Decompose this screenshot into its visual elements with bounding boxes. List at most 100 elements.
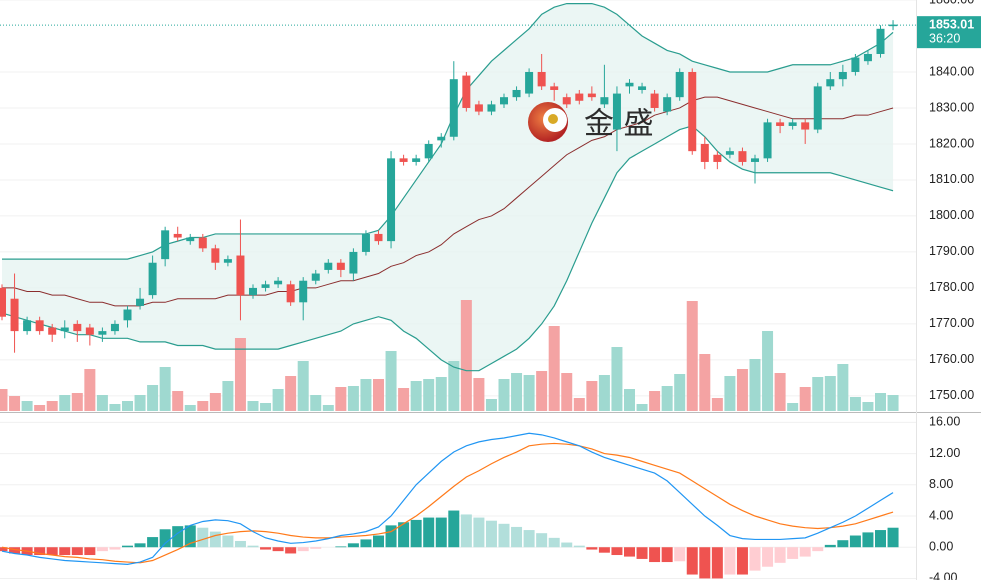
candle-body xyxy=(35,320,44,332)
volume-bar xyxy=(749,359,761,411)
histogram-bar xyxy=(423,517,435,548)
candle-body xyxy=(236,255,245,296)
macd-pane xyxy=(0,432,899,579)
bollinger-fill xyxy=(2,3,894,371)
candle-body xyxy=(575,93,584,101)
histogram-bar xyxy=(736,547,748,575)
candle-body xyxy=(173,233,182,238)
histogram-bar xyxy=(460,514,472,548)
volume-bar xyxy=(373,379,384,411)
candle-body xyxy=(374,233,383,242)
candle-body xyxy=(110,323,119,332)
candle-body xyxy=(612,93,621,130)
histogram-bar xyxy=(0,547,8,552)
y-tick-label: 4.00 xyxy=(929,508,953,522)
histogram-bar xyxy=(84,547,96,556)
volume-bar xyxy=(297,361,309,411)
candle-body xyxy=(587,93,596,98)
histogram-bar xyxy=(448,510,460,548)
candle-body xyxy=(274,280,283,285)
volume-bar xyxy=(473,378,485,411)
volume-bar xyxy=(322,405,334,411)
candle-body xyxy=(776,122,785,126)
candle-body xyxy=(600,97,609,105)
logo-dot xyxy=(548,114,558,124)
volume-bar xyxy=(787,403,799,411)
histogram-bar xyxy=(473,517,485,548)
volume-bar xyxy=(134,395,146,411)
histogram-bar xyxy=(209,531,221,548)
candle-body xyxy=(349,251,358,274)
histogram-bar xyxy=(498,523,510,548)
volume-bar xyxy=(862,402,874,411)
histogram-bar xyxy=(661,547,673,563)
watermark-text: 金 盛 xyxy=(584,107,654,142)
volume-bar xyxy=(649,391,661,411)
histogram-bar xyxy=(109,547,121,550)
histogram-bar xyxy=(9,547,21,554)
volume-bar xyxy=(498,379,510,411)
volume-bar xyxy=(824,376,836,411)
histogram-bar xyxy=(762,547,774,567)
candle-body xyxy=(311,273,320,281)
candle-body xyxy=(801,122,810,130)
candle-body xyxy=(399,158,408,162)
volume-bar xyxy=(209,393,221,411)
volume-bar xyxy=(736,369,748,411)
histogram-bar xyxy=(197,527,209,548)
volume-bar xyxy=(71,393,83,411)
histogram-bar xyxy=(34,547,46,556)
histogram-bar xyxy=(335,546,347,548)
volume-bar xyxy=(347,386,359,411)
histogram-bar xyxy=(234,540,246,548)
candle-body xyxy=(751,158,759,162)
volume-bar xyxy=(536,371,548,411)
histogram-bar xyxy=(96,547,108,552)
histogram-bar xyxy=(548,537,560,548)
candle-body xyxy=(48,327,57,335)
volume-bar xyxy=(34,405,46,411)
histogram-bar xyxy=(862,532,874,548)
histogram-bar xyxy=(573,545,585,548)
candle-body xyxy=(638,86,647,90)
y-tick-label: 1790.00 xyxy=(929,244,974,258)
candle-body xyxy=(148,262,157,296)
volume-bar xyxy=(586,381,598,411)
volume-bar xyxy=(887,395,899,411)
histogram-bar xyxy=(636,547,648,559)
volume-bar xyxy=(611,347,623,411)
histogram-bar xyxy=(385,525,397,548)
histogram-bar xyxy=(172,526,184,548)
candle-body xyxy=(198,237,207,249)
candle-body xyxy=(387,158,396,242)
histogram-bar xyxy=(184,525,196,548)
candle-body xyxy=(336,262,345,270)
candle-body xyxy=(437,136,446,141)
candle-body xyxy=(462,75,471,108)
y-tick-label: 0.00 xyxy=(929,540,953,554)
candle-body xyxy=(650,93,659,108)
volume-bar xyxy=(435,377,447,411)
volume-bar xyxy=(523,375,535,411)
histogram-bar xyxy=(699,547,711,579)
y-tick-label: -4.00 xyxy=(929,571,958,580)
histogram-bar xyxy=(799,547,811,557)
y-tick-label: 1820.00 xyxy=(929,136,974,150)
volume-bar xyxy=(875,393,886,411)
histogram-bar xyxy=(812,547,824,552)
histogram-bar xyxy=(586,547,598,550)
volume-bar xyxy=(222,381,234,411)
candle-body xyxy=(562,97,571,105)
candle-body xyxy=(412,158,421,162)
candle-body xyxy=(525,71,534,94)
volume-bar xyxy=(360,379,372,411)
histogram-bar xyxy=(435,517,447,548)
histogram-bar xyxy=(59,547,71,556)
histogram-bar xyxy=(674,547,686,562)
histogram-bar xyxy=(410,519,422,548)
candle-body xyxy=(286,284,295,303)
histogram-bar xyxy=(561,542,573,548)
y-tick-label: 16.00 xyxy=(929,415,960,429)
volume-bar xyxy=(385,351,397,411)
candle-body xyxy=(211,248,220,263)
